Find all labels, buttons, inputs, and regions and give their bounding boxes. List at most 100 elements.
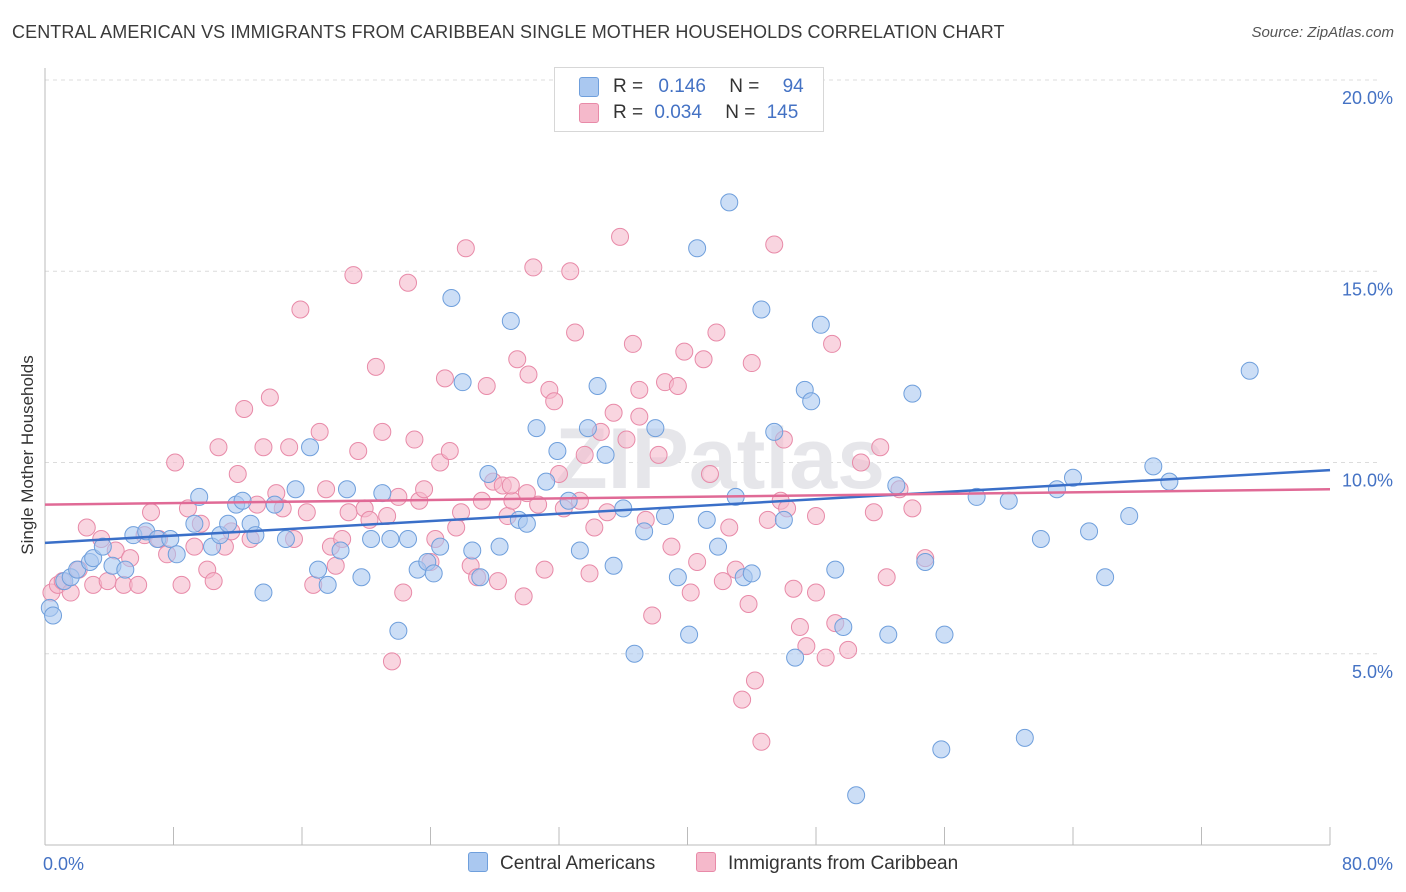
r-value: 0.146 — [658, 76, 706, 97]
central-american-point — [527, 419, 546, 438]
legend-label: Immigrants from Caribbean — [728, 853, 959, 874]
caribbean-point — [488, 572, 507, 591]
central-american-point — [625, 644, 644, 663]
central-american-point — [399, 530, 418, 548]
caribbean-point — [254, 438, 273, 457]
central-american-point — [604, 556, 623, 575]
caribbean-point — [765, 235, 784, 254]
caribbean-point — [617, 430, 636, 449]
caribbean-point — [440, 442, 459, 461]
central-american-point — [887, 476, 906, 495]
central-american-point — [219, 514, 238, 533]
caribbean-point — [585, 518, 604, 537]
caribbean-point — [823, 334, 842, 353]
caribbean-point — [580, 564, 599, 583]
central-american-point — [935, 625, 954, 644]
trend-line — [44, 488, 1331, 506]
caribbean-point — [291, 300, 310, 319]
central-american-point — [463, 541, 482, 560]
central-american-point — [709, 537, 728, 556]
caribbean-point — [535, 560, 554, 579]
caribbean-point — [707, 323, 726, 342]
central-american-point — [442, 289, 461, 308]
central-american-point — [635, 522, 654, 541]
caribbean-point — [529, 495, 548, 514]
caribbean-point — [477, 377, 496, 395]
central-american-point — [362, 530, 381, 548]
caribbean-point — [623, 334, 642, 353]
central-american-point — [537, 472, 556, 491]
caribbean-point — [668, 377, 687, 395]
central-american-point — [93, 537, 112, 556]
central-american-point — [668, 568, 687, 587]
caribbean-point — [501, 476, 520, 495]
caribbean-point — [349, 442, 368, 461]
caribbean-point — [630, 407, 649, 426]
central-american-point — [1047, 480, 1066, 499]
central-american-point — [742, 564, 761, 583]
central-american-point — [1064, 468, 1082, 487]
central-american-point — [656, 507, 675, 526]
central-american-point — [1031, 530, 1050, 548]
central-american-point — [999, 491, 1018, 510]
central-american-point — [501, 311, 520, 330]
caribbean-point — [399, 273, 418, 292]
caribbean-point — [447, 518, 466, 537]
caribbean-point — [394, 583, 413, 602]
x-tick-label: 0.0% — [43, 854, 84, 874]
central-american-point — [697, 510, 716, 529]
r-value: 0.034 — [654, 102, 702, 123]
central-american-point — [786, 648, 805, 667]
blue-swatch — [468, 852, 488, 872]
caribbean-point — [456, 239, 475, 258]
central-american-point — [752, 300, 771, 319]
central-american-point — [331, 541, 350, 560]
caribbean-point — [166, 453, 185, 472]
caribbean-point — [98, 572, 117, 591]
caribbean-point — [745, 671, 764, 690]
legend-label: Central Americans — [500, 853, 656, 874]
caribbean-point — [382, 652, 401, 671]
caribbean-point — [129, 575, 148, 594]
series-caribbean-points — [42, 227, 935, 751]
caribbean-point — [172, 575, 191, 594]
trend-lines — [44, 468, 1331, 545]
x-tick-label: 80.0% — [1342, 854, 1393, 874]
caribbean-point — [739, 595, 758, 614]
pink-swatch — [579, 103, 599, 123]
caribbean-point — [903, 499, 922, 518]
r-label: R = — [613, 102, 644, 123]
caribbean-point — [317, 480, 336, 499]
caribbean-point — [561, 262, 580, 281]
blue-swatch — [579, 77, 599, 97]
y-axis-label: Single Mother Households — [18, 355, 37, 555]
central-american-point — [847, 786, 866, 805]
caribbean-point — [452, 503, 471, 522]
gridlines — [45, 79, 1380, 655]
central-american-point — [559, 491, 578, 510]
caribbean-point — [790, 617, 809, 636]
central-american-point — [903, 384, 922, 403]
series-central-american-points — [40, 193, 1259, 805]
caribbean-point — [871, 438, 890, 457]
central-american-point — [373, 484, 392, 503]
correlation-legend: R = 0.146 N = 94 R = 0.034 N = 145 — [554, 67, 824, 132]
central-american-point — [301, 438, 320, 457]
central-american-point — [596, 445, 615, 464]
y-tick-label: 15.0% — [1342, 279, 1393, 299]
trend-line — [44, 468, 1331, 545]
central-american-point — [479, 464, 498, 483]
source-label: Source: ZipAtlas.com — [1251, 24, 1394, 41]
central-american-point — [453, 373, 472, 392]
central-american-point — [431, 537, 450, 556]
central-american-point — [720, 193, 739, 212]
central-american-point — [161, 530, 180, 548]
pink-swatch — [696, 852, 716, 872]
caribbean-point — [649, 445, 668, 464]
caribbean-point — [700, 464, 719, 483]
caribbean-point — [752, 732, 771, 751]
central-american-point — [490, 537, 509, 556]
caribbean-point — [864, 503, 883, 522]
caribbean-point — [310, 422, 329, 441]
caribbean-point — [366, 357, 385, 376]
